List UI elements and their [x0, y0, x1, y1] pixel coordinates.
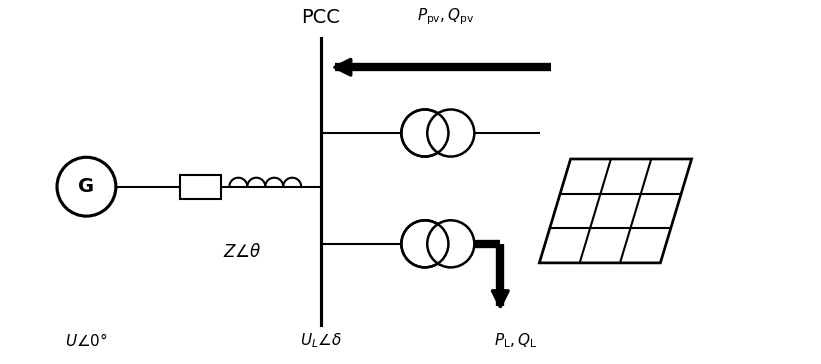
Text: $U_L\angle\delta$: $U_L\angle\delta$ [300, 332, 342, 350]
Text: G: G [78, 177, 94, 196]
Text: $P_{\mathrm{pv}},Q_{\mathrm{pv}}$: $P_{\mathrm{pv}},Q_{\mathrm{pv}}$ [417, 7, 475, 27]
Circle shape [401, 220, 448, 268]
Text: $P_{\mathrm{L}},Q_{\mathrm{L}}$: $P_{\mathrm{L}},Q_{\mathrm{L}}$ [494, 332, 538, 350]
Circle shape [427, 220, 475, 268]
Circle shape [401, 110, 448, 157]
Text: $U\angle0°$: $U\angle0°$ [65, 332, 108, 349]
Text: $Z\angle\theta$: $Z\angle\theta$ [223, 244, 262, 261]
Bar [180, 175, 221, 199]
Text: PCC: PCC [301, 8, 340, 27]
Circle shape [427, 110, 475, 157]
